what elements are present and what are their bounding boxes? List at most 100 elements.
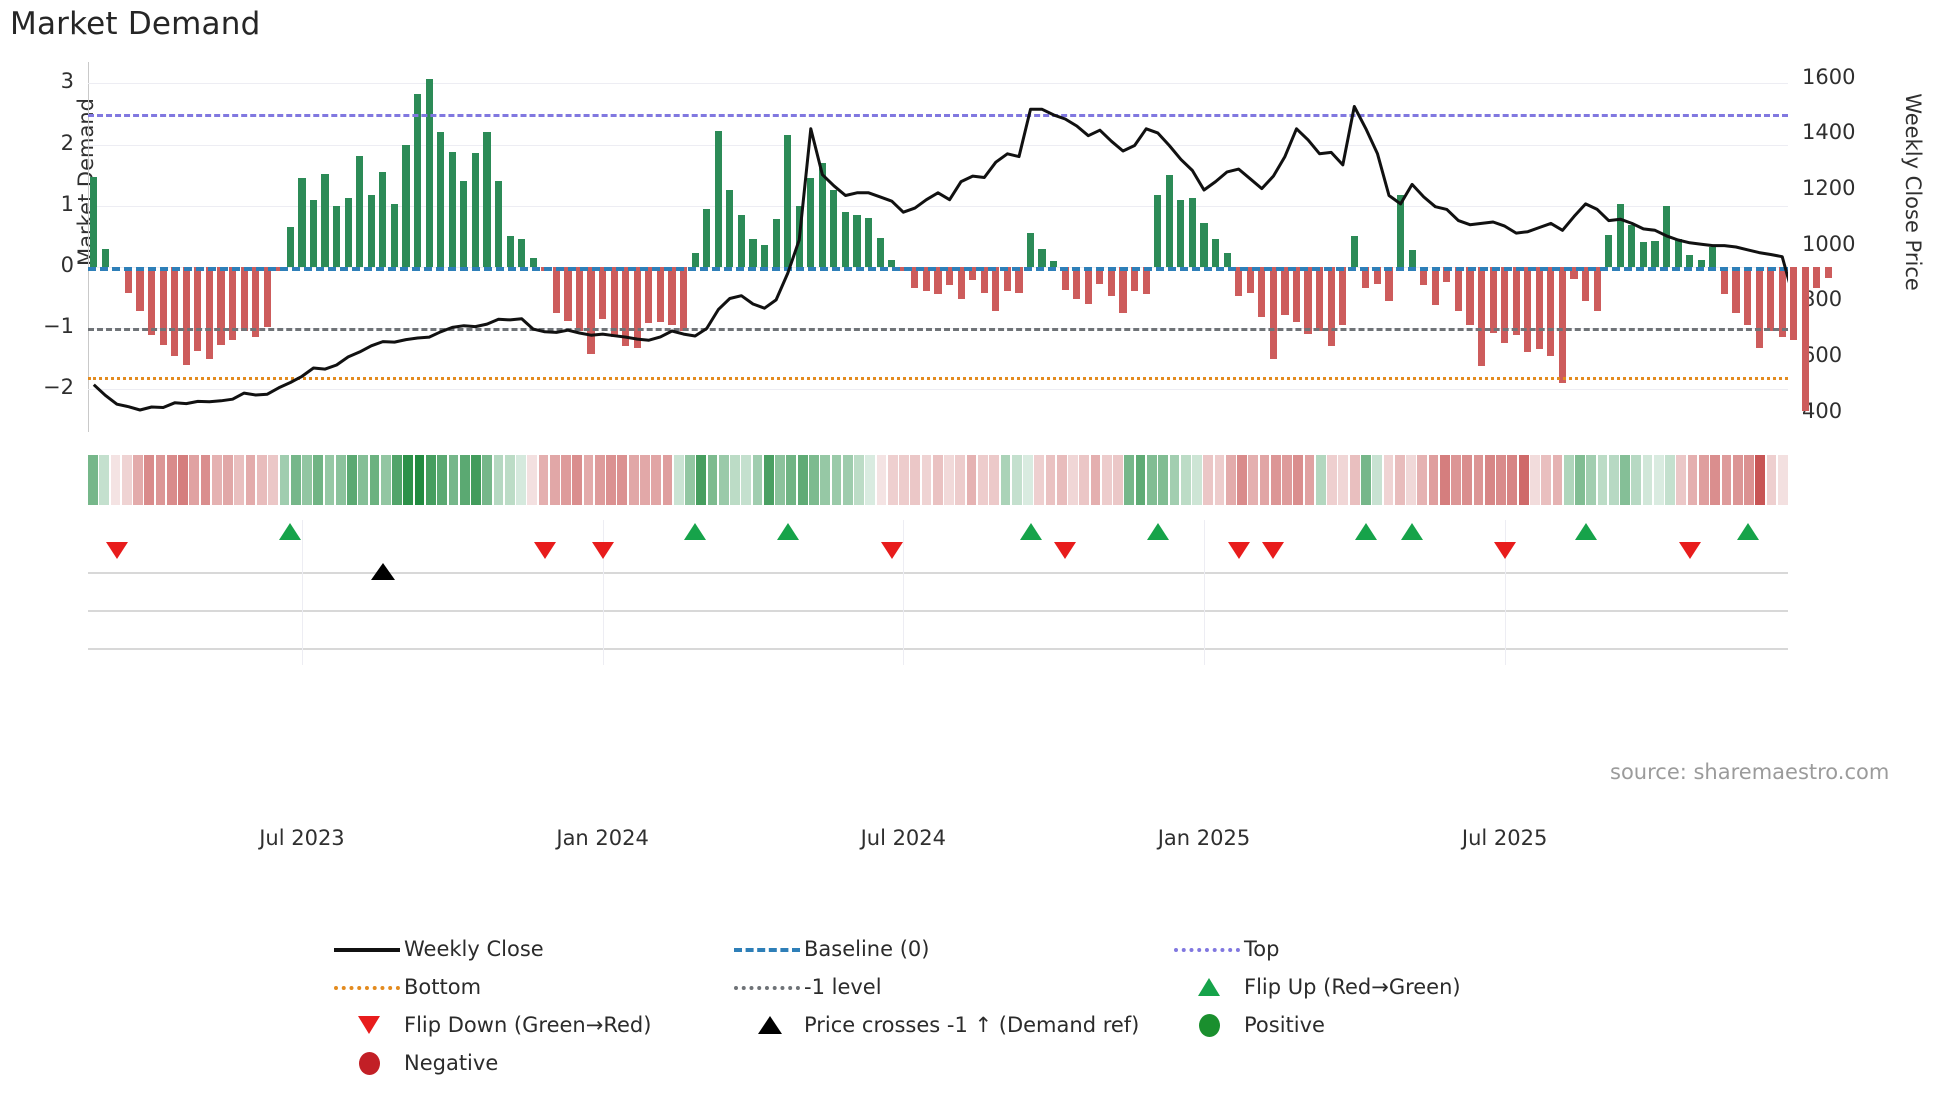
demand-bar bbox=[136, 266, 144, 311]
heatmap-cell bbox=[786, 455, 797, 505]
legend-item[interactable]: -1 level bbox=[730, 968, 1170, 1006]
demand-bar bbox=[1084, 266, 1092, 304]
demand-bar bbox=[1547, 266, 1555, 356]
demand-bar bbox=[1593, 266, 1601, 311]
demand-bar bbox=[830, 190, 838, 267]
demand-bar bbox=[414, 94, 422, 267]
demand-bar bbox=[1269, 266, 1277, 359]
heatmap-cell bbox=[831, 455, 842, 505]
heatmap-cell bbox=[1237, 455, 1247, 505]
heatmap-cell bbox=[1270, 455, 1281, 505]
gridline bbox=[88, 389, 1788, 391]
legend-item[interactable]: Flip Down (Green→Red) bbox=[330, 1006, 730, 1044]
demand-bar bbox=[1096, 266, 1104, 284]
demand-bar bbox=[1535, 266, 1543, 350]
demand-bar bbox=[217, 266, 225, 346]
circle-icon bbox=[1170, 1013, 1244, 1037]
heatmap-cell bbox=[696, 455, 707, 505]
heatmap-cell bbox=[121, 455, 132, 505]
heatmap-cell bbox=[842, 455, 853, 505]
heatmap-cell bbox=[1665, 455, 1675, 505]
demand-bar bbox=[1050, 260, 1058, 267]
heatmap-cell bbox=[166, 455, 177, 505]
y-tick-right: 1000 bbox=[1802, 231, 1856, 256]
legend-row: Bottom -1 level Flip Up (Red→Green) bbox=[330, 968, 1660, 1006]
circle-icon bbox=[330, 1051, 404, 1075]
demand-bar bbox=[1211, 239, 1220, 267]
heatmap-cell bbox=[245, 455, 256, 505]
demand-bar bbox=[599, 266, 607, 319]
heatmap-cell bbox=[910, 455, 921, 505]
heatmap-cell bbox=[448, 455, 459, 505]
demand-bar bbox=[1107, 266, 1116, 297]
demand-bar bbox=[1489, 266, 1497, 333]
heatmap-cell bbox=[1146, 455, 1157, 505]
demand-bar bbox=[1258, 266, 1266, 318]
heatmap-cell bbox=[685, 455, 695, 505]
legend-item[interactable]: Baseline (0) bbox=[730, 930, 1170, 968]
flip-down-marker bbox=[1054, 542, 1077, 559]
x-tick: Jul 2024 bbox=[860, 826, 947, 850]
heatmap-cell bbox=[99, 455, 110, 505]
heatmap-cell bbox=[718, 455, 729, 505]
heatmap-cell bbox=[1034, 455, 1045, 505]
x-gridline bbox=[1504, 520, 1506, 665]
demand-bar bbox=[703, 208, 711, 267]
demand-bar bbox=[749, 239, 757, 267]
demand-bar bbox=[1246, 266, 1254, 293]
price-cross-marker bbox=[370, 563, 395, 580]
legend-item[interactable]: Top bbox=[1170, 930, 1590, 968]
heatmap-cell bbox=[1552, 455, 1563, 505]
legend-item[interactable]: Flip Up (Red→Green) bbox=[1170, 968, 1590, 1006]
heatmap-cell bbox=[1642, 455, 1653, 505]
heatmap-cell bbox=[290, 455, 301, 505]
demand-bar bbox=[471, 153, 479, 267]
heatmap-cell bbox=[380, 455, 391, 505]
lower-panel bbox=[88, 520, 1788, 670]
heatmap-cell bbox=[358, 455, 369, 505]
heatmap-cell bbox=[1428, 455, 1439, 505]
heatmap-cell bbox=[1586, 455, 1597, 505]
heatmap-cell bbox=[1417, 455, 1428, 505]
triangle-up-icon bbox=[730, 1013, 804, 1037]
demand-bar bbox=[240, 266, 248, 332]
heatmap-cell bbox=[1349, 455, 1360, 505]
legend-item[interactable]: Negative bbox=[330, 1044, 730, 1082]
demand-bar bbox=[1281, 266, 1289, 315]
demand-bar bbox=[1790, 266, 1798, 341]
heatmap-cell bbox=[414, 455, 425, 505]
demand-bar bbox=[298, 177, 306, 267]
demand-bar bbox=[1709, 247, 1717, 267]
legend-item[interactable]: Bottom bbox=[330, 968, 730, 1006]
demand-bar bbox=[1628, 225, 1636, 267]
heatmap-cell bbox=[1563, 455, 1574, 505]
legend-item[interactable]: Positive bbox=[1170, 1006, 1590, 1044]
demand-bar bbox=[818, 162, 826, 267]
legend-item[interactable]: Price crosses -1 ↑ (Demand ref) bbox=[730, 1006, 1170, 1044]
y-tick-left: 3 bbox=[60, 69, 74, 94]
heatmap-cell bbox=[1079, 455, 1090, 505]
demand-bar bbox=[1674, 239, 1682, 267]
flip-up-marker bbox=[1354, 523, 1377, 540]
flip-up-marker bbox=[684, 523, 707, 540]
legend-item[interactable]: Weekly Close bbox=[330, 930, 730, 968]
demand-bar bbox=[333, 205, 341, 267]
heatmap-cell bbox=[133, 455, 143, 505]
panel-divider bbox=[88, 610, 1788, 612]
heatmap-cell bbox=[1766, 455, 1777, 505]
heatmap-cell bbox=[549, 455, 560, 505]
heatmap-cell bbox=[1101, 455, 1112, 505]
demand-bar bbox=[402, 144, 410, 267]
heatmap-cell bbox=[155, 455, 166, 505]
heatmap-cell bbox=[1732, 455, 1743, 505]
heatmap-cell bbox=[594, 455, 605, 505]
demand-bar bbox=[587, 266, 595, 354]
demand-bar bbox=[1316, 266, 1324, 332]
heatmap-cell bbox=[1045, 455, 1056, 505]
demand-bar bbox=[1339, 266, 1347, 325]
heatmap-cell bbox=[1113, 455, 1123, 505]
demand-heatmap-strip bbox=[88, 455, 1788, 505]
heatmap-cell bbox=[1304, 455, 1315, 505]
demand-bar bbox=[460, 181, 468, 267]
heatmap-cell bbox=[1372, 455, 1383, 505]
